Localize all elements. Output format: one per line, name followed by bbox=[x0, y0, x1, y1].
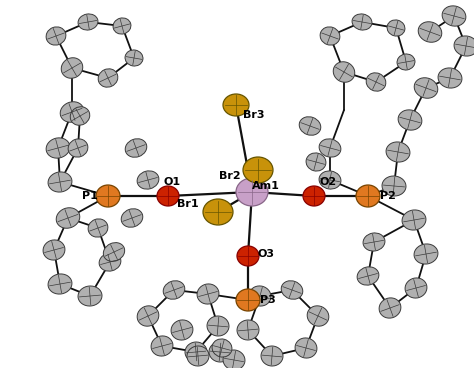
Ellipse shape bbox=[207, 316, 229, 336]
Ellipse shape bbox=[382, 176, 406, 196]
Ellipse shape bbox=[60, 102, 84, 122]
Ellipse shape bbox=[96, 185, 120, 207]
Ellipse shape bbox=[366, 73, 386, 91]
Ellipse shape bbox=[307, 306, 329, 326]
Ellipse shape bbox=[357, 267, 379, 285]
Ellipse shape bbox=[319, 171, 341, 189]
Ellipse shape bbox=[187, 346, 209, 366]
Ellipse shape bbox=[48, 274, 72, 294]
Ellipse shape bbox=[249, 286, 271, 306]
Ellipse shape bbox=[397, 54, 415, 70]
Ellipse shape bbox=[405, 278, 427, 298]
Ellipse shape bbox=[438, 68, 462, 88]
Ellipse shape bbox=[203, 199, 233, 225]
Ellipse shape bbox=[113, 18, 131, 34]
Ellipse shape bbox=[56, 208, 80, 228]
Ellipse shape bbox=[299, 117, 321, 135]
Ellipse shape bbox=[414, 78, 438, 98]
Text: P1: P1 bbox=[82, 191, 98, 201]
Ellipse shape bbox=[414, 244, 438, 264]
Text: Br3: Br3 bbox=[243, 110, 265, 120]
Ellipse shape bbox=[237, 320, 259, 340]
Ellipse shape bbox=[236, 289, 260, 311]
Ellipse shape bbox=[212, 339, 232, 357]
Ellipse shape bbox=[398, 110, 422, 130]
Ellipse shape bbox=[99, 253, 121, 271]
Ellipse shape bbox=[151, 336, 173, 356]
Ellipse shape bbox=[387, 20, 405, 36]
Ellipse shape bbox=[197, 284, 219, 304]
Ellipse shape bbox=[379, 298, 401, 318]
Ellipse shape bbox=[78, 14, 98, 30]
Ellipse shape bbox=[46, 138, 70, 158]
Ellipse shape bbox=[137, 306, 159, 326]
Ellipse shape bbox=[125, 139, 147, 157]
Ellipse shape bbox=[103, 243, 125, 261]
Ellipse shape bbox=[78, 286, 102, 306]
Ellipse shape bbox=[303, 186, 325, 206]
Ellipse shape bbox=[46, 27, 66, 45]
Ellipse shape bbox=[125, 50, 143, 66]
Ellipse shape bbox=[163, 281, 185, 299]
Ellipse shape bbox=[61, 58, 83, 78]
Ellipse shape bbox=[223, 350, 245, 368]
Text: O2: O2 bbox=[319, 177, 337, 187]
Ellipse shape bbox=[352, 14, 372, 30]
Ellipse shape bbox=[295, 338, 317, 358]
Ellipse shape bbox=[454, 36, 474, 56]
Ellipse shape bbox=[70, 107, 90, 125]
Text: O3: O3 bbox=[257, 249, 274, 259]
Text: Am1: Am1 bbox=[252, 181, 280, 191]
Ellipse shape bbox=[171, 320, 193, 340]
Ellipse shape bbox=[98, 69, 118, 87]
Ellipse shape bbox=[185, 342, 207, 362]
Ellipse shape bbox=[306, 153, 326, 171]
Ellipse shape bbox=[137, 171, 159, 189]
Ellipse shape bbox=[442, 6, 466, 26]
Ellipse shape bbox=[121, 209, 143, 227]
Ellipse shape bbox=[209, 342, 231, 362]
Text: P3: P3 bbox=[260, 295, 276, 305]
Ellipse shape bbox=[236, 178, 268, 206]
Ellipse shape bbox=[418, 22, 442, 42]
Ellipse shape bbox=[43, 240, 65, 260]
Text: P2: P2 bbox=[380, 191, 396, 201]
Ellipse shape bbox=[363, 233, 385, 251]
Text: Br1: Br1 bbox=[177, 199, 199, 209]
Ellipse shape bbox=[402, 210, 426, 230]
Ellipse shape bbox=[223, 94, 249, 116]
Ellipse shape bbox=[281, 281, 303, 299]
Ellipse shape bbox=[68, 139, 88, 157]
Text: O1: O1 bbox=[164, 177, 181, 187]
Ellipse shape bbox=[319, 139, 341, 157]
Ellipse shape bbox=[243, 157, 273, 183]
Ellipse shape bbox=[48, 172, 72, 192]
Ellipse shape bbox=[356, 185, 380, 207]
Ellipse shape bbox=[333, 62, 355, 82]
Ellipse shape bbox=[261, 346, 283, 366]
Ellipse shape bbox=[237, 246, 259, 266]
Ellipse shape bbox=[386, 142, 410, 162]
Ellipse shape bbox=[88, 219, 108, 237]
Text: Br2: Br2 bbox=[219, 171, 241, 181]
Ellipse shape bbox=[157, 186, 179, 206]
Ellipse shape bbox=[320, 27, 340, 45]
